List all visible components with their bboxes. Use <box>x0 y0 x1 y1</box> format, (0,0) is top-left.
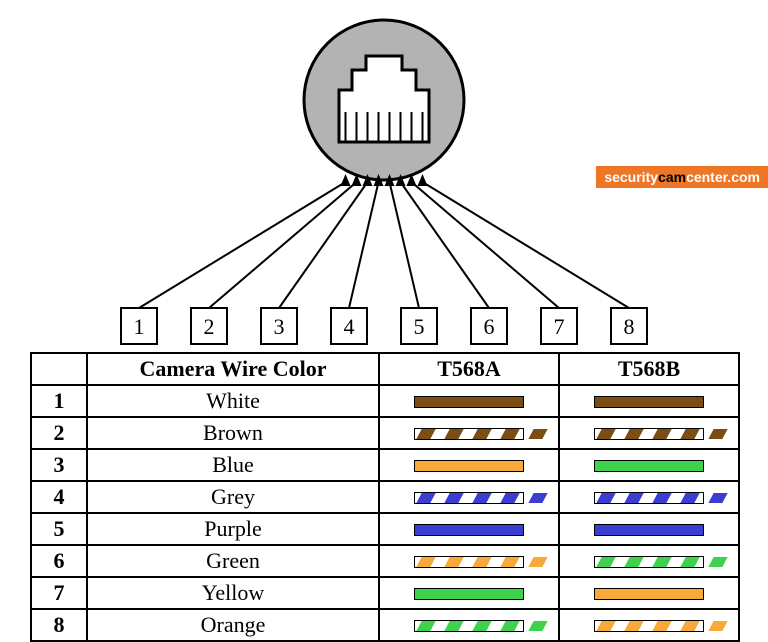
pin-box-label: 3 <box>274 314 285 339</box>
wire-color-cell: Brown <box>87 417 379 449</box>
t568b-cell <box>559 385 739 417</box>
wire-swatch-striped <box>414 620 524 632</box>
wire-color-cell: White <box>87 385 379 417</box>
pin-box-label: 7 <box>554 314 565 339</box>
wire-swatch-striped <box>414 556 524 568</box>
wire-color-cell: Purple <box>87 513 379 545</box>
wire-color-cell: Blue <box>87 449 379 481</box>
t568a-cell <box>379 449 559 481</box>
t568b-cell <box>559 545 739 577</box>
pin-number-cell: 7 <box>31 577 87 609</box>
header-t568a: T568A <box>379 353 559 385</box>
pin-number-cell: 4 <box>31 481 87 513</box>
table-row: 5Purple <box>31 513 739 545</box>
wire-swatch-striped <box>414 492 524 504</box>
table-row: 4Grey <box>31 481 739 513</box>
wiring-table-element: Camera Wire Color T568A T568B 1White2Bro… <box>30 352 740 642</box>
t568b-cell <box>559 577 739 609</box>
table-row: 1White <box>31 385 739 417</box>
wire-swatch-solid <box>594 524 704 536</box>
t568a-cell <box>379 481 559 513</box>
rj45-connector-svg: 1 2 3 4 5 6 7 8 <box>0 10 768 350</box>
pin-number-cell: 5 <box>31 513 87 545</box>
t568a-cell <box>379 385 559 417</box>
t568b-cell <box>559 449 739 481</box>
wire-swatch-solid <box>414 460 524 472</box>
t568a-cell <box>379 609 559 641</box>
wire-swatch-solid <box>594 396 704 408</box>
t568a-cell <box>379 513 559 545</box>
wire-swatch-solid <box>414 396 524 408</box>
table-row: 3Blue <box>31 449 739 481</box>
pin-number-cell: 2 <box>31 417 87 449</box>
t568b-cell <box>559 609 739 641</box>
wire-color-cell: Yellow <box>87 577 379 609</box>
wire-swatch-striped <box>594 556 704 568</box>
table-header-row: Camera Wire Color T568A T568B <box>31 353 739 385</box>
pin-number-cell: 6 <box>31 545 87 577</box>
header-num <box>31 353 87 385</box>
pin-box-label: 1 <box>134 314 145 339</box>
wiring-table: Camera Wire Color T568A T568B 1White2Bro… <box>30 352 738 642</box>
pin-box-label: 8 <box>624 314 635 339</box>
header-color: Camera Wire Color <box>87 353 379 385</box>
t568b-cell <box>559 417 739 449</box>
wire-swatch-solid <box>414 588 524 600</box>
wire-swatch-solid <box>414 524 524 536</box>
t568a-cell <box>379 417 559 449</box>
t568a-cell <box>379 577 559 609</box>
pin-box-label: 4 <box>344 314 355 339</box>
wire-swatch-striped <box>594 428 704 440</box>
connector-diagram: 1 2 3 4 5 6 7 8 <box>0 10 768 350</box>
wire-swatch-striped <box>594 620 704 632</box>
header-t568b: T568B <box>559 353 739 385</box>
wire-color-cell: Green <box>87 545 379 577</box>
wire-color-cell: Orange <box>87 609 379 641</box>
pin-number-cell: 1 <box>31 385 87 417</box>
t568b-cell <box>559 481 739 513</box>
table-row: 2Brown <box>31 417 739 449</box>
wire-swatch-striped <box>414 428 524 440</box>
table-row: 7Yellow <box>31 577 739 609</box>
wire-color-cell: Grey <box>87 481 379 513</box>
pin-box-label: 2 <box>204 314 215 339</box>
pin-box-label: 6 <box>484 314 495 339</box>
table-row: 8Orange <box>31 609 739 641</box>
wire-swatch-striped <box>594 492 704 504</box>
table-row: 6Green <box>31 545 739 577</box>
t568b-cell <box>559 513 739 545</box>
pin-number-cell: 8 <box>31 609 87 641</box>
pin-number-cell: 3 <box>31 449 87 481</box>
wire-swatch-solid <box>594 588 704 600</box>
wire-swatch-solid <box>594 460 704 472</box>
t568a-cell <box>379 545 559 577</box>
pin-box-label: 5 <box>414 314 425 339</box>
